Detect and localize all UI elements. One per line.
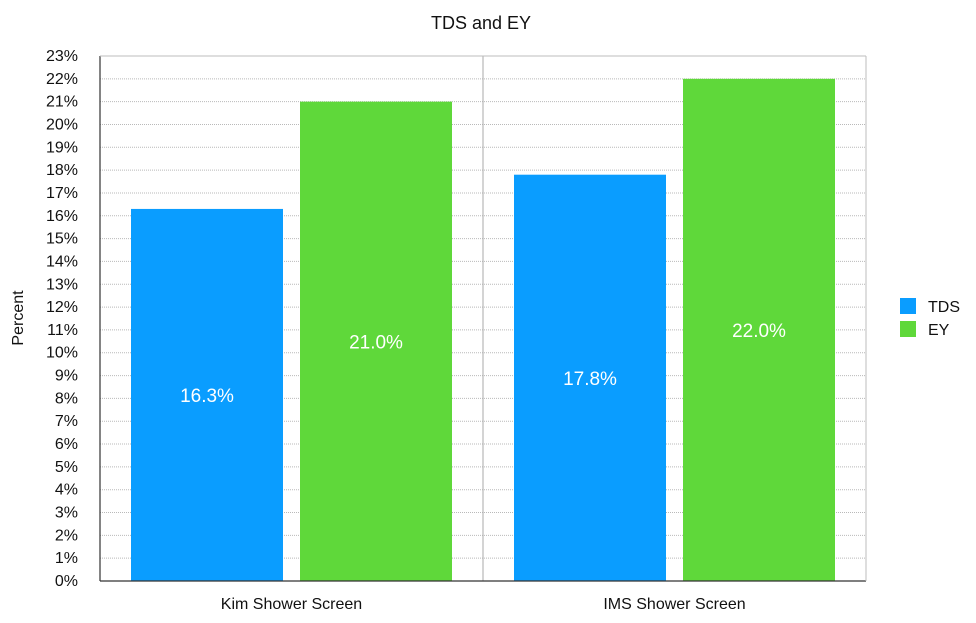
y-tick-label: 8% xyxy=(55,390,78,407)
y-tick-label: 2% xyxy=(55,527,78,544)
y-tick-label: 12% xyxy=(46,299,78,316)
y-tick-label: 10% xyxy=(46,345,78,362)
y-tick-label: 22% xyxy=(46,71,78,88)
y-tick-label: 18% xyxy=(46,162,78,179)
legend-label: TDS xyxy=(928,299,960,316)
data-label: 16.3% xyxy=(180,386,234,407)
y-axis-label: Percent xyxy=(10,290,27,346)
y-tick-label: 11% xyxy=(47,322,78,339)
y-tick-label: 4% xyxy=(55,482,78,499)
y-tick-label: 9% xyxy=(55,368,78,385)
y-tick-label: 16% xyxy=(46,208,78,225)
y-tick-label: 21% xyxy=(46,94,78,111)
legend-label: EY xyxy=(928,322,950,339)
y-tick-label: 1% xyxy=(55,550,78,567)
legend: TDS EY xyxy=(900,298,960,339)
y-tick-label: 6% xyxy=(55,436,78,453)
y-tick-label: 20% xyxy=(46,116,78,133)
y-tick-label: 19% xyxy=(46,139,78,156)
x-tick-label: Kim Shower Screen xyxy=(221,596,362,613)
data-label: 21.0% xyxy=(349,332,403,353)
data-label: 22.0% xyxy=(732,321,786,342)
y-tick-label: 3% xyxy=(55,505,78,522)
data-label: 17.8% xyxy=(563,369,617,390)
y-tick-label: 7% xyxy=(55,413,78,430)
chart-title: TDS and EY xyxy=(431,13,531,33)
legend-swatch-tds xyxy=(900,298,916,314)
y-tick-label: 14% xyxy=(46,253,78,270)
y-tick-label: 17% xyxy=(46,185,78,202)
y-tick-label: 5% xyxy=(55,459,78,476)
legend-swatch-ey xyxy=(900,321,916,337)
y-tick-label: 23% xyxy=(46,48,78,65)
y-tick-label: 13% xyxy=(46,276,78,293)
x-tick-label: IMS Shower Screen xyxy=(603,596,745,613)
y-tick-label: 15% xyxy=(46,231,78,248)
y-tick-label: 0% xyxy=(55,573,78,590)
